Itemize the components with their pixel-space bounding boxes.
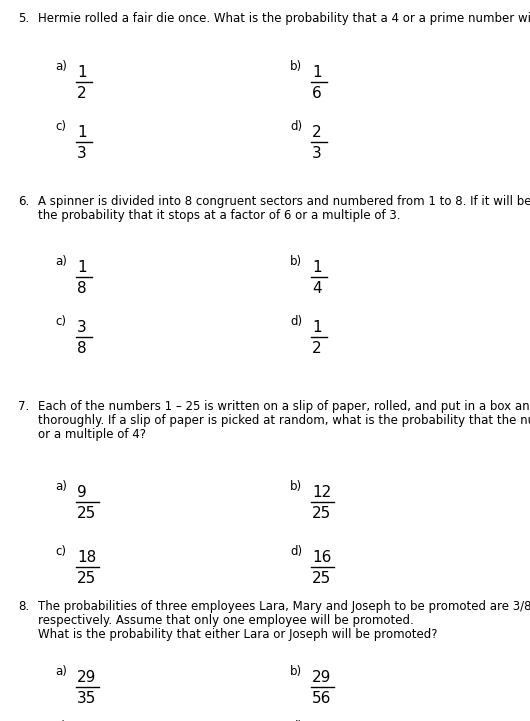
Text: 18: 18: [77, 550, 96, 565]
Text: 12: 12: [312, 485, 331, 500]
Text: b): b): [290, 480, 302, 493]
Text: The probabilities of three employees Lara, Mary and Joseph to be promoted are 3/: The probabilities of three employees Lar…: [38, 600, 530, 613]
Text: a): a): [55, 665, 67, 678]
Text: 25: 25: [77, 506, 96, 521]
Text: Hermie rolled a fair die once. What is the probability that a 4 or a prime numbe: Hermie rolled a fair die once. What is t…: [38, 12, 530, 25]
Text: 1: 1: [77, 260, 86, 275]
Text: 5.: 5.: [18, 12, 29, 25]
Text: a): a): [55, 60, 67, 73]
Text: b): b): [290, 665, 302, 678]
Text: 25: 25: [312, 571, 331, 586]
Text: 25: 25: [312, 506, 331, 521]
Text: 7.: 7.: [18, 400, 29, 413]
Text: b): b): [290, 255, 302, 268]
Text: 6.: 6.: [18, 195, 29, 208]
Text: the probability that it stops at a factor of 6 or a multiple of 3.: the probability that it stops at a facto…: [38, 209, 401, 222]
Text: 35: 35: [77, 691, 96, 706]
Text: 25: 25: [77, 571, 96, 586]
Text: 2: 2: [312, 125, 322, 140]
Text: c): c): [55, 545, 66, 558]
Text: 8: 8: [77, 341, 86, 356]
Text: respectively. Assume that only one employee will be promoted.: respectively. Assume that only one emplo…: [38, 614, 414, 627]
Text: c): c): [55, 315, 66, 328]
Text: 3: 3: [77, 320, 87, 335]
Text: 4: 4: [312, 281, 322, 296]
Text: thoroughly. If a slip of paper is picked at random, what is the probability that: thoroughly. If a slip of paper is picked…: [38, 414, 530, 427]
Text: 9: 9: [77, 485, 87, 500]
Text: 29: 29: [77, 670, 96, 685]
Text: 8.: 8.: [18, 600, 29, 613]
Text: 29: 29: [312, 670, 331, 685]
Text: 56: 56: [312, 691, 331, 706]
Text: 2: 2: [312, 341, 322, 356]
Text: 8: 8: [77, 281, 86, 296]
Text: b): b): [290, 60, 302, 73]
Text: d): d): [290, 720, 302, 721]
Text: 6: 6: [312, 86, 322, 101]
Text: 1: 1: [312, 65, 322, 80]
Text: 1: 1: [312, 260, 322, 275]
Text: A spinner is divided into 8 congruent sectors and numbered from 1 to 8. If it wi: A spinner is divided into 8 congruent se…: [38, 195, 530, 208]
Text: c): c): [55, 720, 66, 721]
Text: d): d): [290, 315, 302, 328]
Text: 2: 2: [77, 86, 86, 101]
Text: a): a): [55, 480, 67, 493]
Text: c): c): [55, 120, 66, 133]
Text: 1: 1: [77, 65, 86, 80]
Text: 1: 1: [77, 125, 86, 140]
Text: a): a): [55, 255, 67, 268]
Text: d): d): [290, 545, 302, 558]
Text: 1: 1: [312, 320, 322, 335]
Text: Each of the numbers 1 – 25 is written on a slip of paper, rolled, and put in a b: Each of the numbers 1 – 25 is written on…: [38, 400, 530, 413]
Text: d): d): [290, 120, 302, 133]
Text: What is the probability that either Lara or Joseph will be promoted?: What is the probability that either Lara…: [38, 628, 437, 641]
Text: 16: 16: [312, 550, 331, 565]
Text: or a multiple of 4?: or a multiple of 4?: [38, 428, 146, 441]
Text: 3: 3: [77, 146, 87, 161]
Text: 3: 3: [312, 146, 322, 161]
